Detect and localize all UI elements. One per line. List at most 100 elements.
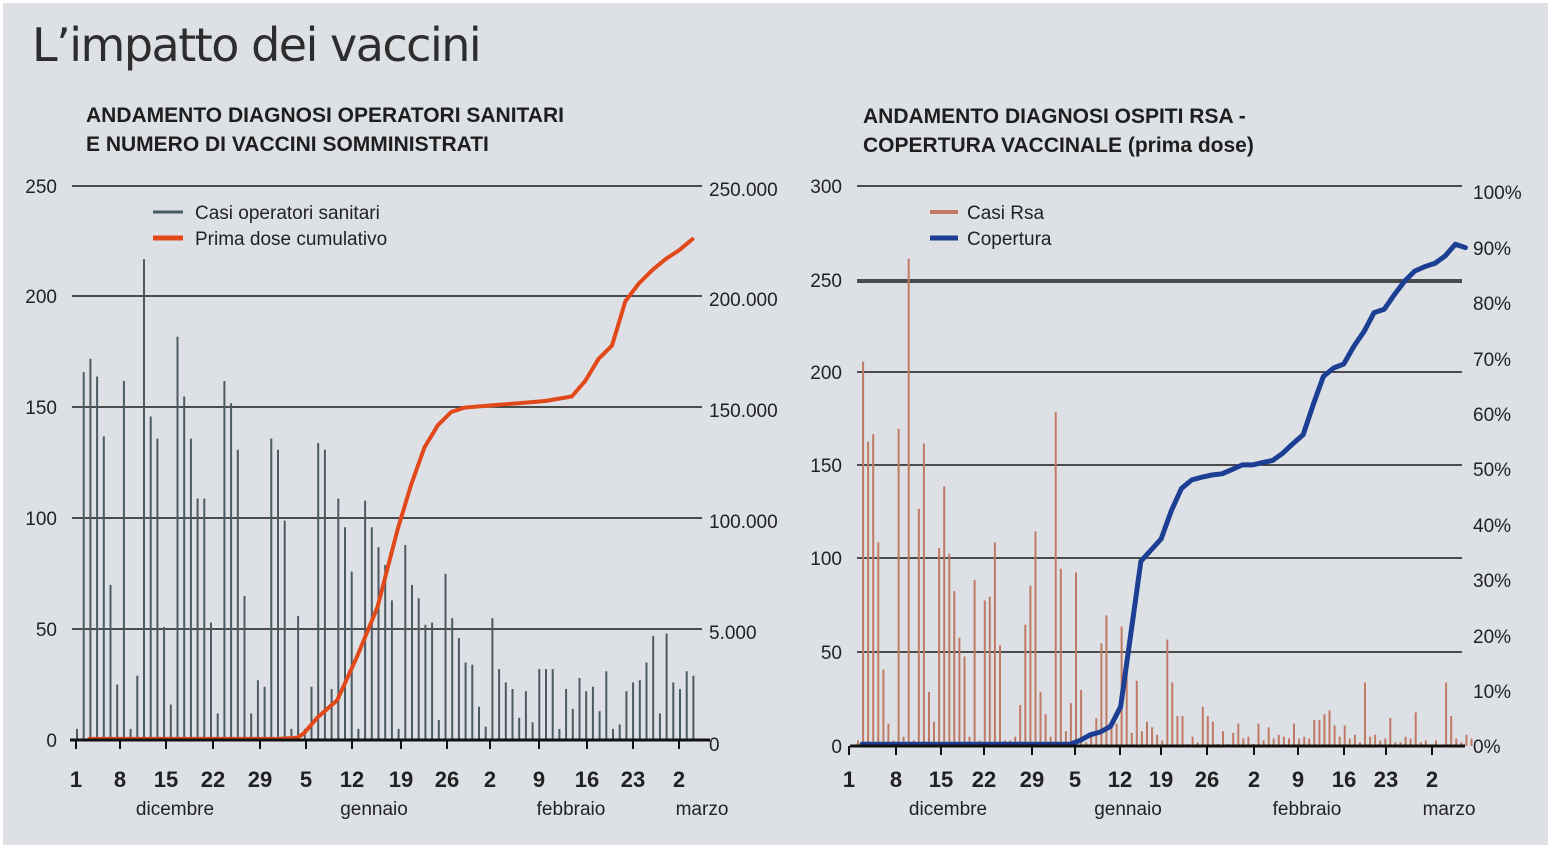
- x-tick-label: 9: [533, 767, 545, 792]
- bar: [1146, 721, 1148, 746]
- bar: [1125, 665, 1128, 746]
- bar: [958, 637, 961, 746]
- bar: [1211, 721, 1214, 746]
- bar: [1014, 736, 1017, 746]
- page-title: L’impatto dei vaccini: [32, 18, 482, 72]
- bar: [364, 500, 367, 740]
- bar: [1424, 740, 1427, 746]
- chart2-title-line1: ANDAMENTO DIAGNOSI OSPITI RSA -: [863, 105, 1246, 128]
- right-tick-label: 60%: [1473, 405, 1511, 426]
- bar: [524, 691, 527, 740]
- bar: [545, 669, 547, 740]
- bar: [1328, 710, 1331, 746]
- right-tick-label: 50%: [1473, 460, 1511, 481]
- bar: [136, 675, 139, 740]
- bar: [638, 680, 641, 740]
- bar: [1105, 615, 1108, 746]
- bar: [1024, 624, 1027, 746]
- bar: [665, 633, 668, 740]
- bar: [1242, 738, 1245, 746]
- bar: [1298, 738, 1301, 746]
- bar: [658, 713, 661, 740]
- bar: [283, 520, 286, 740]
- x-tick-label: 5: [300, 767, 312, 792]
- bar: [1288, 738, 1290, 746]
- bar: [1130, 732, 1133, 746]
- chart2-right-axis: 0% 10% 20% 30% 40% 50% 60% 70% 80% 90% 100%: [1473, 183, 1522, 758]
- bar: [672, 682, 675, 740]
- bar: [1353, 734, 1356, 746]
- right-tick-label: 5.000: [709, 623, 757, 644]
- bar: [344, 527, 346, 740]
- x-tick-label: 8: [890, 767, 902, 792]
- bar: [1257, 723, 1260, 746]
- bar: [210, 622, 212, 740]
- bar: [1206, 716, 1209, 746]
- chart2-left-axis: 0 50 100 150 200 250 300: [810, 177, 842, 758]
- x-tick-label: 1: [70, 767, 82, 792]
- bar: [196, 498, 199, 740]
- bar: [484, 726, 487, 740]
- bar: [1389, 718, 1392, 746]
- bar: [511, 689, 514, 740]
- bar: [1470, 738, 1473, 746]
- bar: [578, 678, 581, 740]
- bar: [685, 671, 688, 740]
- bar: [1044, 714, 1047, 746]
- x-tick-label: 16: [575, 767, 599, 792]
- bar: [129, 728, 132, 740]
- bar: [1080, 690, 1083, 746]
- bar: [163, 627, 166, 740]
- x-tick-label: 1: [843, 767, 855, 792]
- bar: [1201, 706, 1204, 746]
- bar: [882, 669, 885, 746]
- bar: [1460, 742, 1463, 746]
- bar: [1156, 734, 1159, 746]
- bar: [1034, 531, 1037, 746]
- bar: [116, 684, 119, 740]
- series-line: [87, 237, 695, 741]
- bar: [902, 736, 905, 746]
- bar: [1064, 731, 1067, 746]
- chart2-title-line2: COPERTURA VACCINALE (prima dose): [863, 134, 1254, 157]
- bar: [652, 635, 655, 740]
- bar: [531, 722, 534, 740]
- bar: [1039, 691, 1042, 746]
- bar: [1455, 738, 1458, 746]
- x-tick-label: 26: [435, 767, 459, 792]
- bar: [1323, 714, 1326, 746]
- bar: [390, 600, 393, 740]
- bar: [645, 662, 648, 740]
- chart1-title-line1: ANDAMENTO DIAGNOSI OPERATORI SANITARI: [86, 104, 564, 127]
- bar: [1059, 568, 1062, 746]
- month-label: marzo: [676, 799, 729, 820]
- bar: [189, 438, 192, 740]
- bar: [993, 542, 996, 746]
- bar: [1191, 736, 1194, 746]
- bar: [203, 498, 206, 740]
- right-tick-label: 90%: [1473, 239, 1511, 260]
- bar: [887, 723, 890, 746]
- bar: [76, 728, 78, 740]
- bar: [571, 709, 574, 740]
- legend-label-prima-dose: Prima dose cumulativo: [195, 229, 387, 250]
- bar: [1272, 738, 1275, 746]
- bar: [1166, 639, 1169, 746]
- left-tick-label: 200: [25, 287, 57, 308]
- bar: [290, 728, 293, 740]
- x-tick-label: 2: [1426, 767, 1438, 792]
- x-tick-label: 12: [340, 767, 364, 792]
- bar: [943, 486, 946, 746]
- right-tick-label: 150.000: [709, 401, 778, 422]
- bar: [323, 449, 326, 740]
- bar: [230, 403, 233, 740]
- left-tick-label: 50: [36, 620, 57, 641]
- bar: [1358, 742, 1361, 746]
- bar: [963, 656, 966, 746]
- bar: [1232, 732, 1235, 746]
- bar: [1399, 742, 1402, 746]
- right-tick-label: 20%: [1473, 627, 1511, 648]
- month-label: febbraio: [537, 799, 606, 820]
- bar: [223, 381, 226, 740]
- bar: [478, 706, 480, 740]
